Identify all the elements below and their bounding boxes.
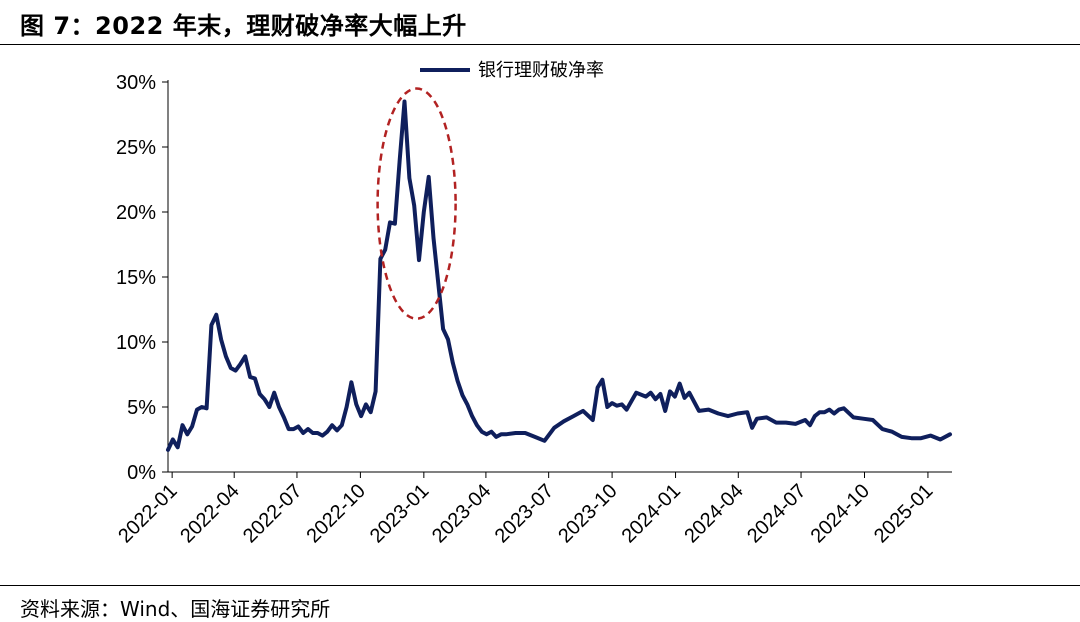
source-note: 资料来源：Wind、国海证券研究所 [20,597,331,621]
x-tick-label: 2022-04 [176,480,243,547]
figure-title: 图 7：2022 年末，理财破净率大幅上升 [20,12,467,40]
legend: 银行理财破净率 [420,60,604,81]
y-tick-label: 20% [116,202,156,224]
y-tick-label: 15% [116,267,156,289]
x-tick-label: 2023-07 [491,480,558,547]
highlight-ellipse [376,87,457,320]
x-tick-label: 2022-07 [239,480,306,547]
line-chart: 0% 5% 10% 15% 20% 25% 30% 2022-012022-042022-07… [114,60,952,547]
x-tick-label: 2025-01 [870,480,937,547]
x-tick-label: 2023-10 [554,480,621,547]
x-tick-label: 2024-04 [680,480,747,547]
x-tick-label: 2024-07 [743,480,810,547]
series-layer [166,99,952,452]
legend-label: 银行理财破净率 [478,60,604,81]
source-rule [0,585,1080,586]
title-rule [0,44,1080,45]
y-tick-label: 0% [127,462,156,484]
x-tick-label: 2023-04 [428,480,495,547]
y-tick-label: 25% [116,137,156,159]
x-tick-label: 2024-10 [807,480,874,547]
x-tick-label: 2022-01 [114,480,181,547]
y-tick-label: 30% [116,72,156,94]
x-tick-label: 2024-01 [618,480,685,547]
series-line [166,99,952,452]
x-tick-label: 2023-01 [366,480,433,547]
y-tick-label: 5% [127,397,156,419]
y-tick-label: 10% [116,332,156,354]
axes-layer: 0% 5% 10% 15% 20% 25% 30% 2022-012022-042022-07… [114,72,952,547]
x-tick-label: 2022-10 [302,480,369,547]
